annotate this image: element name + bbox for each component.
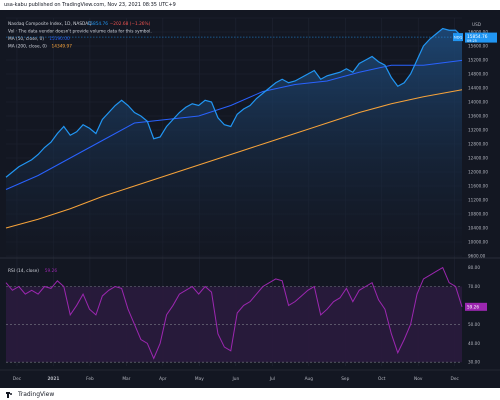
footer-brand: TradingView: [18, 391, 55, 398]
rsi-tick-label: 70.00: [468, 284, 480, 289]
y-tick-label: 12800.00: [468, 142, 488, 147]
legend-value: 15854.76: [88, 21, 109, 27]
x-axis: Dec 2021 Feb Mar Apr May Jun Jul Aug Sep Oct Nov Dec: [13, 376, 460, 382]
legend-value: 14349.97: [52, 44, 73, 50]
rsi-last-label: 59.26: [467, 304, 479, 309]
y-tick-label: 15200.00: [468, 58, 488, 63]
legend-label: MA (200, close, 0): [8, 44, 47, 50]
y-tick-label: 14800.00: [468, 72, 488, 77]
last-price-sublabel: NDQ: [454, 36, 462, 40]
y-tick-label: 12400.00: [468, 156, 488, 161]
y-tick-label: 13600.00: [468, 114, 488, 119]
y-tick-label: 9600.00: [468, 254, 486, 259]
y-tick-label: 15600.00: [468, 44, 488, 49]
rsi-legend-value: 59.26: [45, 268, 58, 274]
y-tick-label: 11600.00: [468, 184, 488, 189]
x-tick-label: Jul: [269, 376, 275, 382]
x-tick-label: Apr: [159, 376, 167, 382]
y-tick-label: 10000.00: [468, 240, 488, 245]
y-tick-label: 16000.00: [468, 30, 488, 35]
rsi-line: [5, 266, 463, 360]
publication-caption: usa-kabu published on TradingView.com, N…: [4, 2, 176, 8]
y-tick-label: 12000.00: [468, 170, 488, 175]
y-tick-label: 11200.00: [468, 198, 488, 203]
rsi-tick-label: 40.00: [468, 341, 480, 346]
rsi-tick-label: 80.00: [468, 265, 480, 270]
legend-label: Vol · The data vendor doesn't provide vo…: [8, 29, 152, 35]
x-tick-label: Oct: [378, 376, 386, 382]
legend-label: MA (50, close, 0): [8, 36, 44, 42]
legend-value: −202.68 (−1.26%): [110, 21, 151, 27]
x-tick-label: Nov: [414, 376, 423, 382]
tradingview-logo-icon: [6, 391, 15, 398]
last-price-sublabel-bg: [453, 33, 463, 42]
footer: TradingView: [6, 389, 54, 400]
y-tick-label: 14400.00: [468, 86, 488, 91]
x-tick-label: May: [195, 376, 204, 382]
currency-label: USD: [472, 22, 481, 27]
price-line: [5, 27, 463, 178]
legend-value: 15190.00: [49, 36, 70, 42]
x-tick-label: Mar: [122, 376, 130, 382]
last-price-tag: [465, 32, 497, 43]
x-tick-label: Aug: [305, 376, 314, 382]
price-y-axis: USD 9600.00 10000.00 10400.00 10800.00 11200.…: [468, 22, 488, 259]
last-price-time: 09:25: [467, 39, 477, 43]
x-tick-label: Feb: [86, 376, 94, 382]
x-tick-label: 2021: [47, 376, 59, 382]
x-tick-label: Jun: [231, 376, 239, 382]
rsi-tick-label: 30.00: [468, 360, 480, 365]
rsi-tick-label: 50.00: [468, 322, 480, 327]
ma200-line: [5, 89, 463, 229]
rsi-last-tag: [465, 302, 487, 311]
chart-svg[interactable]: Nasdaq Composite Index, 1D, NASDAQ15854.…: [0, 10, 500, 388]
x-tick-label: Dec: [13, 376, 22, 382]
rsi-legend-label: RSI (14, close): [8, 268, 39, 274]
x-tick-label: Sep: [341, 376, 349, 382]
legend-label: Nasdaq Composite Index, 1D, NASDAQ: [8, 21, 92, 27]
ma50-line: [5, 59, 463, 190]
y-tick-label: 14000.00: [468, 100, 488, 105]
price-legend: Nasdaq Composite Index, 1D, NASDAQ15854.…: [8, 21, 152, 50]
y-tick-label: 10800.00: [468, 212, 488, 217]
y-tick-label: 13200.00: [468, 128, 488, 133]
y-tick-label: 10400.00: [468, 226, 488, 231]
x-tick-label: Dec: [451, 376, 460, 382]
price-area-fill: [6, 28, 462, 256]
last-price-label: 15854.76: [467, 34, 488, 40]
chart-area[interactable]: Nasdaq Composite Index, 1D, NASDAQ 15854.…: [0, 10, 500, 388]
